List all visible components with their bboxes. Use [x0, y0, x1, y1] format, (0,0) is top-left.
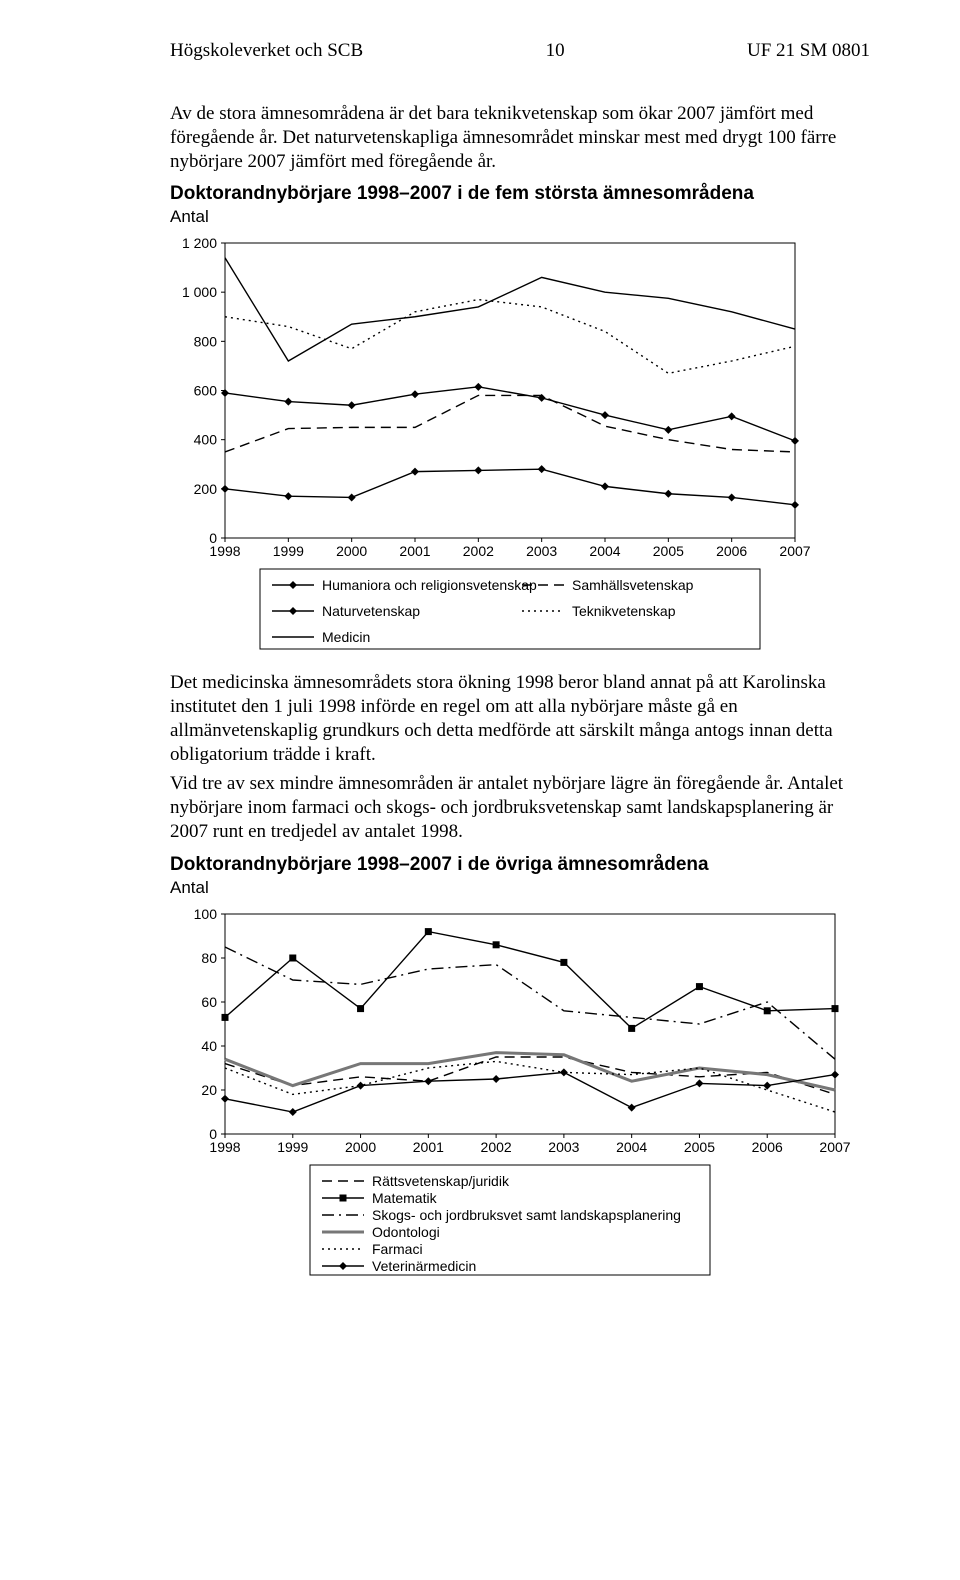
svg-text:Odontologi: Odontologi	[372, 1224, 440, 1240]
paragraph-3: Vid tre av sex mindre ämnesområden är an…	[170, 772, 870, 843]
svg-text:2007: 2007	[819, 1139, 850, 1155]
svg-text:Matematik: Matematik	[372, 1190, 438, 1206]
svg-text:1 200: 1 200	[182, 235, 217, 251]
svg-text:2003: 2003	[526, 543, 557, 559]
svg-text:Medicin: Medicin	[322, 629, 370, 645]
svg-text:2002: 2002	[481, 1139, 512, 1155]
svg-text:2001: 2001	[413, 1139, 444, 1155]
svg-text:2000: 2000	[336, 543, 367, 559]
svg-text:60: 60	[201, 994, 217, 1010]
svg-text:Humaniora och religionsvetensk: Humaniora och religionsvetenskap	[322, 577, 537, 593]
svg-text:1998: 1998	[209, 543, 240, 559]
svg-text:200: 200	[194, 481, 218, 497]
svg-text:Farmaci: Farmaci	[372, 1241, 423, 1257]
svg-text:2000: 2000	[345, 1139, 376, 1155]
svg-text:40: 40	[201, 1038, 217, 1054]
svg-text:Teknikvetenskap: Teknikvetenskap	[572, 603, 676, 619]
svg-text:800: 800	[194, 334, 218, 350]
svg-text:1999: 1999	[273, 543, 304, 559]
svg-text:2004: 2004	[616, 1139, 647, 1155]
paragraph-2: Det medicinska ämnesområdets stora öknin…	[170, 671, 870, 766]
header-right: UF 21 SM 0801	[747, 40, 870, 62]
svg-text:600: 600	[194, 383, 218, 399]
svg-text:Naturvetenskap: Naturvetenskap	[322, 603, 420, 619]
svg-text:2006: 2006	[752, 1139, 783, 1155]
svg-text:2006: 2006	[716, 543, 747, 559]
svg-text:2003: 2003	[548, 1139, 579, 1155]
svg-text:2007: 2007	[779, 543, 810, 559]
svg-text:80: 80	[201, 950, 217, 966]
svg-text:1999: 1999	[277, 1139, 308, 1155]
svg-text:2005: 2005	[684, 1139, 715, 1155]
svg-text:2005: 2005	[653, 543, 684, 559]
svg-text:20: 20	[201, 1082, 217, 1098]
header-left: Högskoleverket och SCB	[170, 40, 363, 62]
header-center: 10	[546, 40, 565, 62]
svg-text:1 000: 1 000	[182, 284, 217, 300]
svg-text:400: 400	[194, 432, 218, 448]
svg-text:2001: 2001	[399, 543, 430, 559]
page: Högskoleverket och SCB 10 UF 21 SM 0801 …	[0, 0, 960, 1317]
svg-text:2002: 2002	[463, 543, 494, 559]
chart1-subtitle: Antal	[170, 207, 870, 227]
chart2-title: Doktorandnybörjare 1998–2007 i de övriga…	[170, 854, 870, 876]
chart2-subtitle: Antal	[170, 878, 870, 898]
svg-text:100: 100	[194, 906, 218, 922]
svg-text:Samhällsvetenskap: Samhällsvetenskap	[572, 577, 694, 593]
svg-text:2004: 2004	[589, 543, 620, 559]
svg-text:Skogs- och jordbruksvet samt l: Skogs- och jordbruksvet samt landskapspl…	[372, 1207, 681, 1223]
svg-text:Rättsvetenskap/juridik: Rättsvetenskap/juridik	[372, 1173, 510, 1189]
svg-text:1998: 1998	[209, 1139, 240, 1155]
paragraph-1: Av de stora ämnesområdena är det bara te…	[170, 102, 870, 173]
chart2: 0204060801001998199920002001200220032004…	[170, 904, 870, 1279]
chart1-title: Doktorandnybörjare 1998–2007 i de fem st…	[170, 183, 870, 205]
svg-text:Veterinärmedicin: Veterinärmedicin	[372, 1258, 476, 1274]
chart1: 02004006008001 0001 20019981999200020012…	[170, 233, 870, 653]
page-header: Högskoleverket och SCB 10 UF 21 SM 0801	[170, 40, 870, 62]
